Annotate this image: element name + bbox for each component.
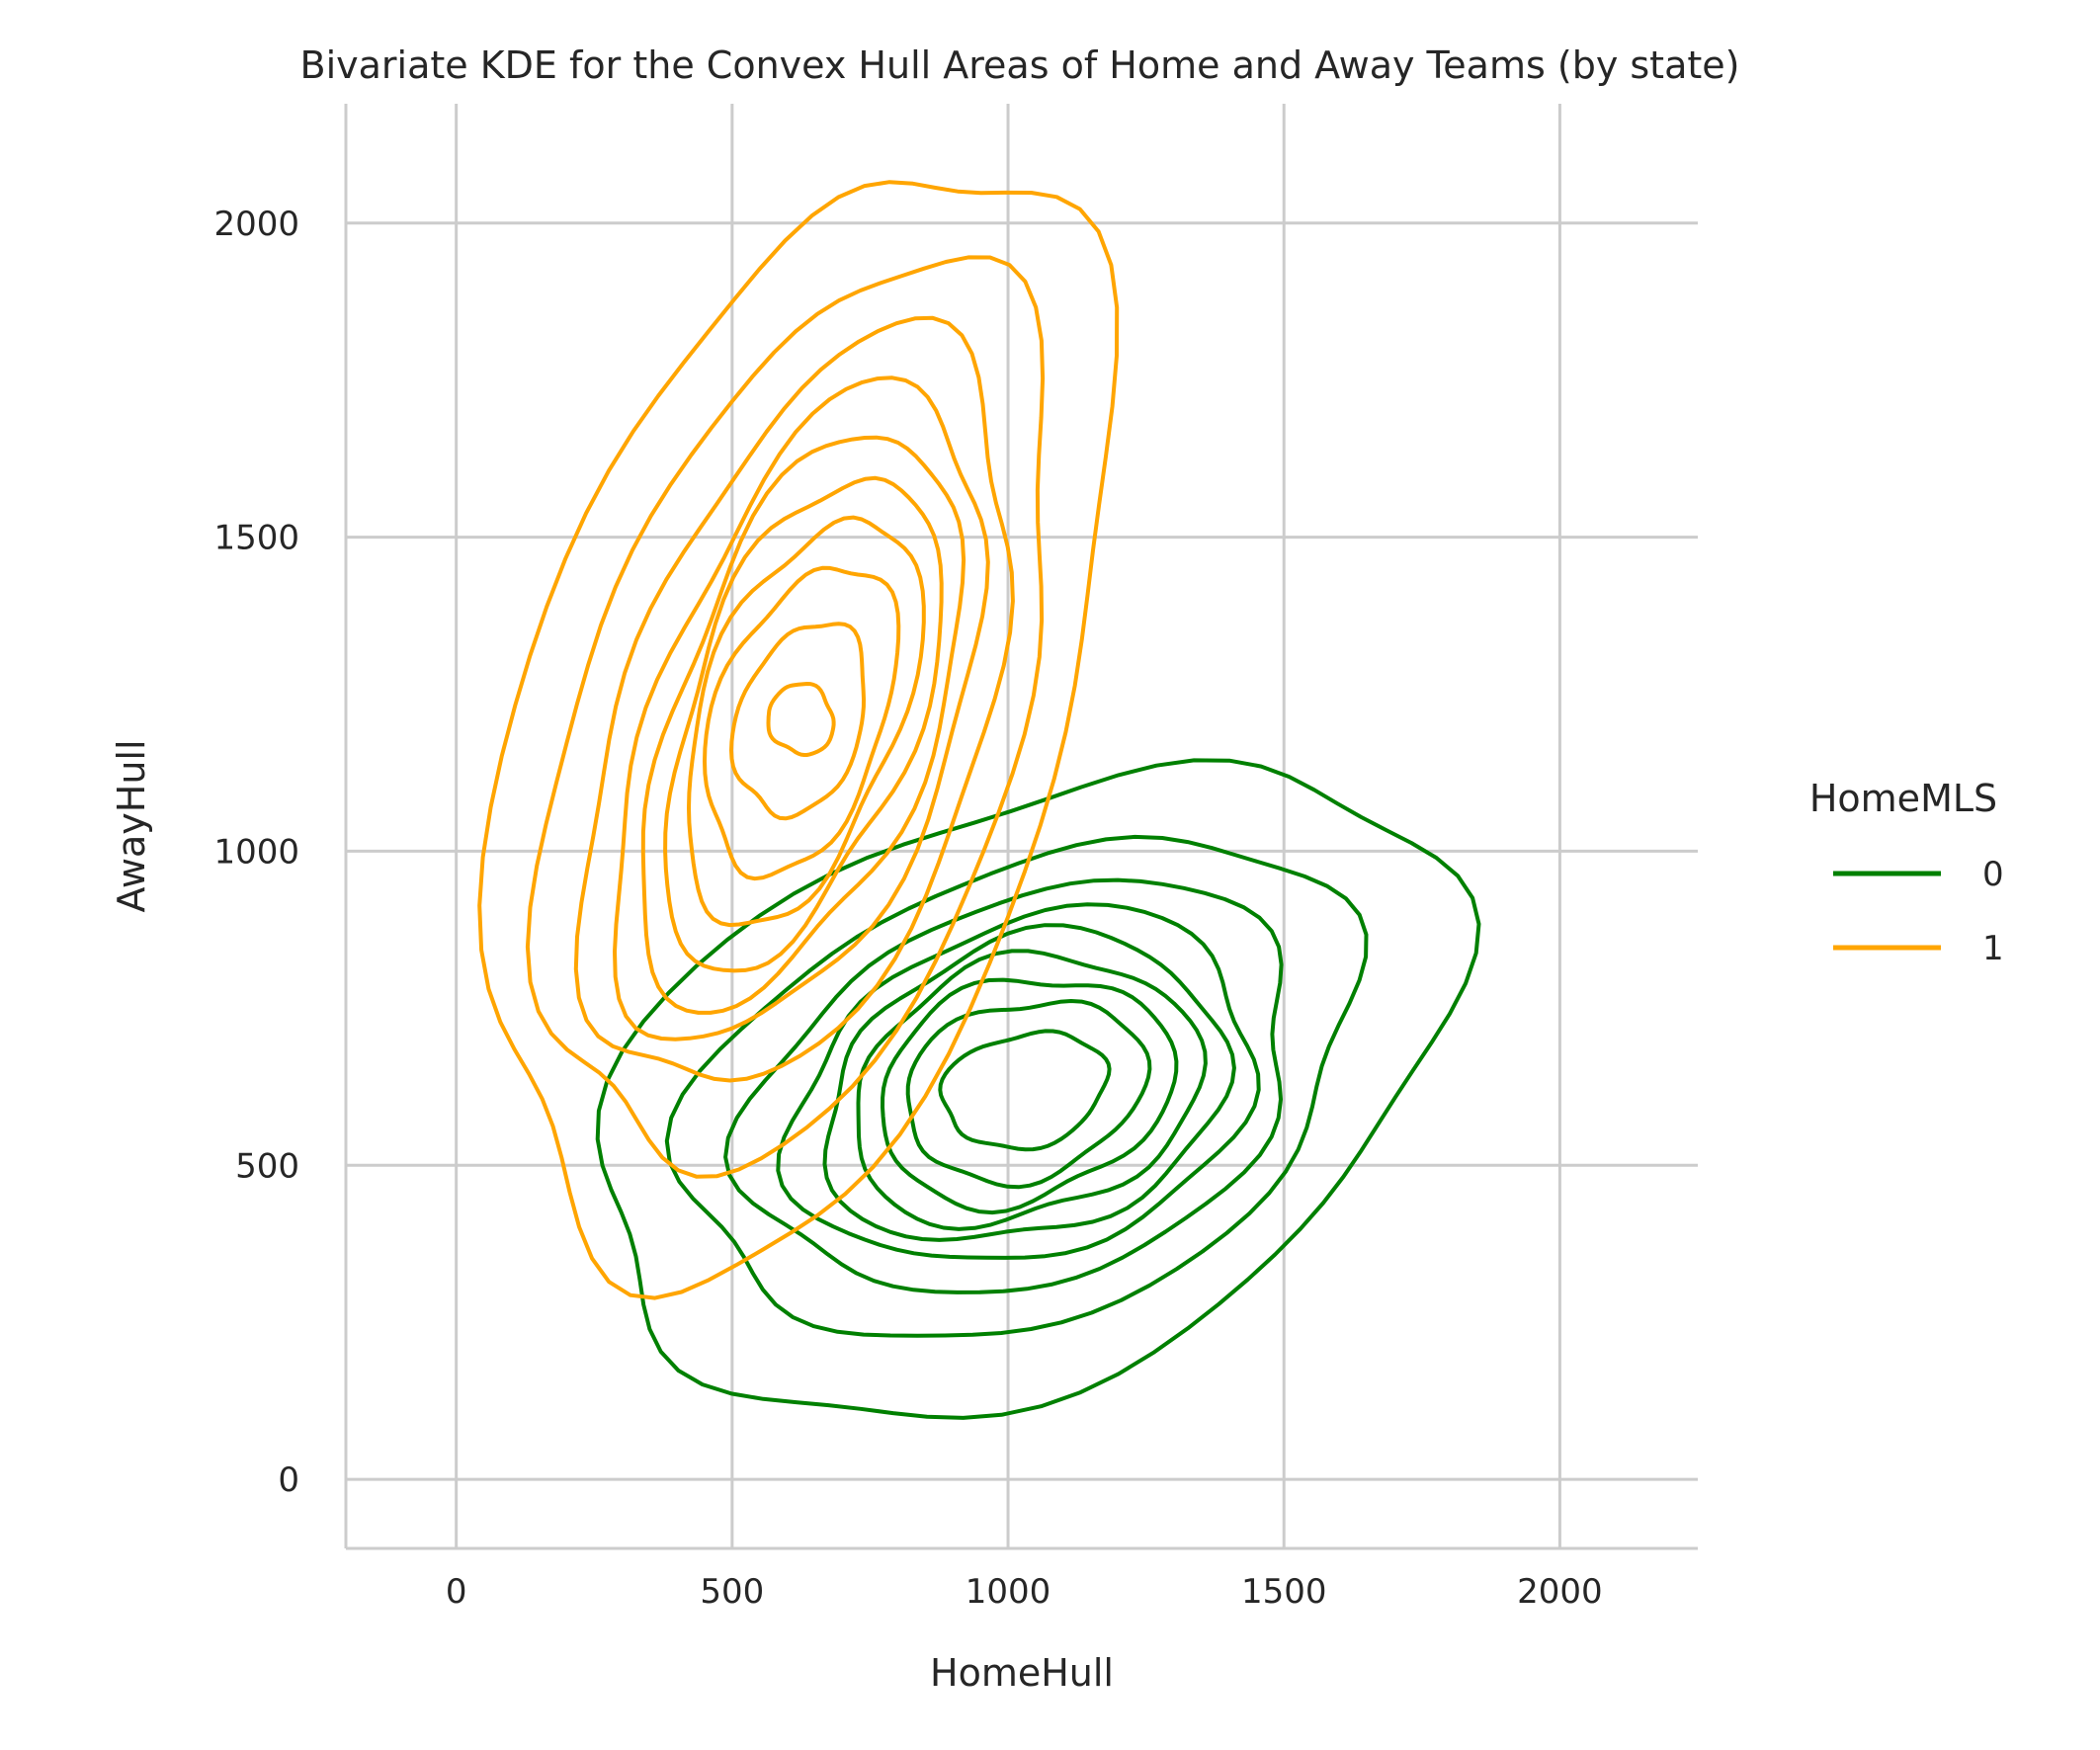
contour-0-level-4 [822,923,1236,1242]
x-tick-label: 0 [446,1572,467,1612]
legend-label-0: 0 [1982,855,2004,894]
x-axis-label: HomeHull [930,1651,1114,1695]
tick-labels: 0 500 1000 1500 2000 0 500 1000 1500 2000 [213,205,1602,1612]
contour-1-level-5 [640,435,966,1015]
legend-title: HomeMLS [1809,777,1997,820]
contour-0-level-5 [776,902,1261,1260]
grid [346,104,1698,1548]
contour-0-level-3 [856,949,1208,1231]
contour-1-level-2 [703,565,901,881]
contour-0-level-7 [664,834,1369,1338]
contour-0-level-6 [723,877,1284,1294]
contour-1-level-3 [687,515,926,928]
contour-1-level-1 [729,622,866,821]
contour-1-level-9 [477,180,1120,1300]
contour-1-level-0 [766,682,836,757]
contour-1-level-6 [613,375,990,1042]
series-1-contours [477,180,1120,1300]
y-tick-label: 1000 [213,832,299,872]
chart-title: Bivariate KDE for the Convex Hull Areas … [300,43,1740,87]
series-0-contours [595,758,1481,1420]
contour-1-level-4 [663,475,944,973]
y-tick-label: 2000 [213,205,299,244]
legend-label-1: 1 [1982,929,2004,968]
x-tick-label: 2000 [1517,1572,1603,1612]
contour-0-level-2 [881,977,1179,1215]
y-tick-label: 500 [235,1146,299,1186]
contour-1-level-7 [573,315,1015,1083]
y-tick-label: 1500 [213,519,299,558]
y-tick-label: 0 [278,1460,299,1500]
x-tick-label: 1500 [1241,1572,1327,1612]
y-axis-label: AwayHull [110,739,153,912]
contour-1-level-8 [525,255,1046,1179]
x-tick-label: 1000 [966,1572,1051,1612]
axis-spines [344,104,1698,1550]
x-tick-label: 500 [700,1572,764,1612]
contour-0-level-8 [595,758,1481,1420]
contour-0-level-0 [938,1029,1112,1152]
legend: HomeMLS 0 1 [1809,777,2004,968]
contours [477,180,1481,1420]
